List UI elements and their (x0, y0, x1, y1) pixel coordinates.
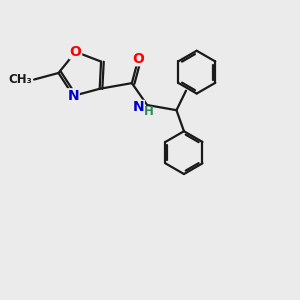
Text: H: H (144, 105, 154, 118)
Text: O: O (70, 45, 82, 59)
Text: CH₃: CH₃ (9, 73, 33, 86)
Text: N: N (133, 100, 144, 114)
Text: N: N (68, 89, 79, 103)
Text: O: O (133, 52, 144, 66)
